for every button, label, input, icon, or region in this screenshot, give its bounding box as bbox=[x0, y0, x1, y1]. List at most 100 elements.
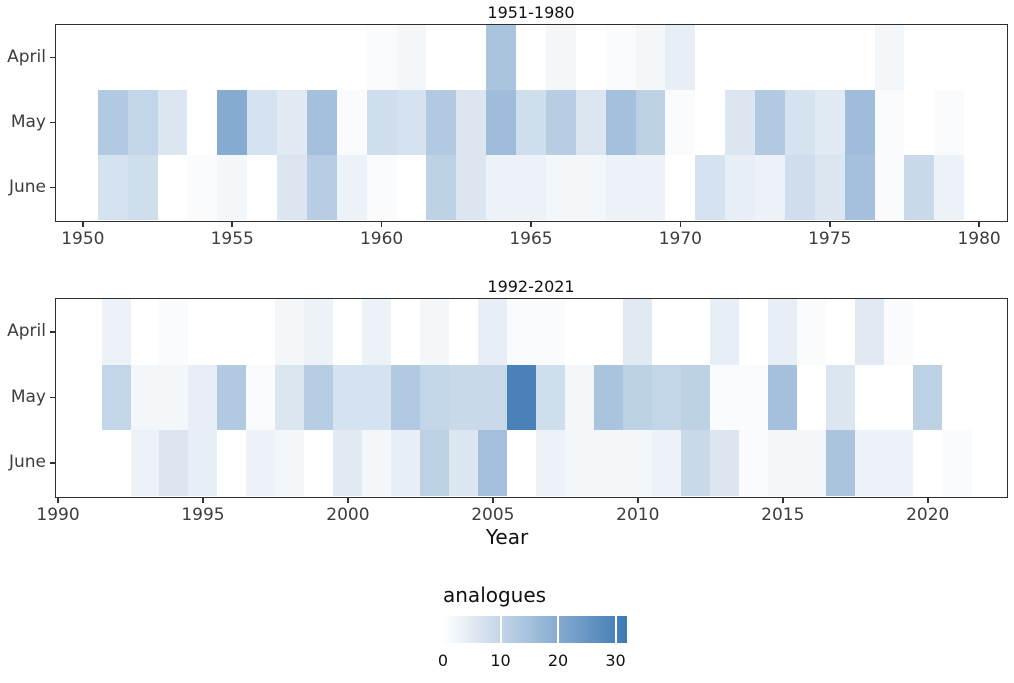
heatmap-cell bbox=[366, 155, 397, 220]
heatmap-cell bbox=[188, 364, 218, 431]
heatmap-cell bbox=[396, 25, 427, 91]
heatmap-cell bbox=[507, 430, 537, 496]
y-tick-label: April bbox=[7, 46, 46, 67]
heatmap-cell bbox=[635, 155, 666, 220]
x-tick-label: 1960 bbox=[359, 229, 404, 249]
heatmap-cell bbox=[478, 364, 508, 431]
heatmap-cell bbox=[486, 25, 517, 91]
heatmap-cell bbox=[159, 299, 189, 365]
heatmap-cell bbox=[797, 364, 827, 431]
legend-tick-label: 0 bbox=[437, 651, 449, 670]
heatmap-cell bbox=[814, 25, 845, 91]
heatmap-cell bbox=[130, 430, 160, 496]
heatmap-cell bbox=[942, 299, 972, 365]
heatmap-cell bbox=[695, 25, 726, 91]
heatmap-cell bbox=[420, 364, 450, 431]
heatmap-cell bbox=[844, 155, 875, 220]
heatmap-cell bbox=[426, 90, 457, 156]
heatmap-cell bbox=[516, 155, 547, 220]
heatmap-cell bbox=[874, 90, 905, 156]
heatmap-cell bbox=[456, 155, 487, 220]
heatmap-cell bbox=[449, 364, 479, 431]
heatmap-cell bbox=[710, 430, 740, 496]
heatmap-cell bbox=[333, 430, 363, 496]
heatmap-cell bbox=[942, 430, 972, 496]
heatmap-cell bbox=[826, 299, 856, 365]
heatmap-cell bbox=[652, 430, 682, 496]
x-axis-tick bbox=[978, 220, 980, 227]
heatmap-cell bbox=[934, 90, 965, 156]
x-axis-tick bbox=[347, 496, 349, 503]
heatmap-cell bbox=[874, 155, 905, 220]
heatmap-cell bbox=[275, 430, 305, 496]
heatmap-cell bbox=[277, 155, 308, 220]
heatmap-cell bbox=[336, 155, 367, 220]
heatmap-cell bbox=[188, 430, 218, 496]
heatmap-cell bbox=[545, 25, 577, 91]
panel-title-bottom: 1992-2021 bbox=[487, 277, 575, 296]
heatmap-cell bbox=[304, 364, 334, 431]
heatmap-cell bbox=[964, 25, 995, 91]
heatmap-cell bbox=[449, 299, 479, 365]
heatmap-cell bbox=[768, 364, 798, 431]
legend-colorbar-tick bbox=[614, 616, 617, 643]
heatmap-cell bbox=[486, 155, 517, 220]
heatmap-cell bbox=[710, 299, 740, 365]
x-axis-tick bbox=[202, 496, 204, 503]
legend-tick-label: 30 bbox=[605, 651, 626, 670]
heatmap-cell bbox=[516, 25, 547, 91]
heatmap-cell bbox=[814, 90, 845, 156]
heatmap-cell bbox=[826, 364, 856, 431]
heatmap-cell bbox=[575, 90, 606, 156]
heatmap-cell bbox=[768, 430, 798, 496]
heatmap-cell bbox=[217, 430, 247, 496]
heatmap-cell bbox=[306, 90, 338, 156]
heatmap-cell bbox=[904, 155, 935, 220]
heatmap-cell bbox=[739, 364, 769, 431]
legend-tick-label: 20 bbox=[547, 651, 569, 670]
x-axis-tick bbox=[57, 496, 59, 503]
heatmap-cell bbox=[725, 155, 756, 220]
heatmap-cell bbox=[217, 90, 248, 156]
heatmap-cell bbox=[333, 299, 363, 365]
heatmap-cell bbox=[187, 90, 218, 156]
heatmap-cell bbox=[904, 25, 935, 91]
heatmap-cell bbox=[652, 364, 682, 431]
x-axis-tick bbox=[828, 220, 831, 227]
heatmap-cell bbox=[605, 25, 636, 91]
x-tick-label: 1955 bbox=[210, 229, 254, 249]
x-axis-tick bbox=[679, 220, 682, 227]
heatmap-cell bbox=[855, 430, 885, 496]
x-tick-label: 1995 bbox=[181, 505, 225, 525]
y-tick-label: June bbox=[8, 176, 46, 197]
heatmap-cell bbox=[247, 155, 278, 220]
x-axis-tick bbox=[781, 496, 784, 503]
legend-colorbar-tick bbox=[499, 616, 502, 643]
heatmap-cell bbox=[814, 155, 845, 220]
heatmap-cell bbox=[217, 155, 248, 220]
heatmap-cell bbox=[665, 25, 696, 91]
y-axis-tick bbox=[50, 396, 56, 399]
x-tick-label: 2020 bbox=[906, 505, 950, 525]
heatmap-cell bbox=[366, 25, 397, 91]
heatmap-cell bbox=[217, 25, 248, 91]
heatmap-cell bbox=[565, 299, 595, 365]
heatmap-cell bbox=[362, 364, 392, 431]
x-tick-label: 1965 bbox=[509, 229, 553, 249]
heatmap-cell bbox=[127, 90, 158, 156]
heatmap-cell bbox=[246, 299, 276, 365]
heatmap-cell bbox=[396, 155, 427, 220]
heatmap-cell bbox=[456, 90, 487, 156]
heatmap-cell bbox=[695, 155, 726, 220]
heatmap-cell bbox=[306, 155, 338, 220]
heatmap-cell bbox=[536, 364, 566, 431]
heatmap-cell bbox=[486, 90, 517, 156]
legend-colorbar bbox=[443, 616, 627, 643]
heatmap-cell bbox=[426, 155, 457, 220]
legend-colorbar-tick bbox=[557, 616, 559, 643]
heatmap-cell bbox=[913, 364, 943, 431]
heatmap-cell bbox=[275, 299, 305, 365]
heatmap-cell bbox=[934, 25, 965, 91]
heatmap-cell bbox=[157, 25, 188, 91]
